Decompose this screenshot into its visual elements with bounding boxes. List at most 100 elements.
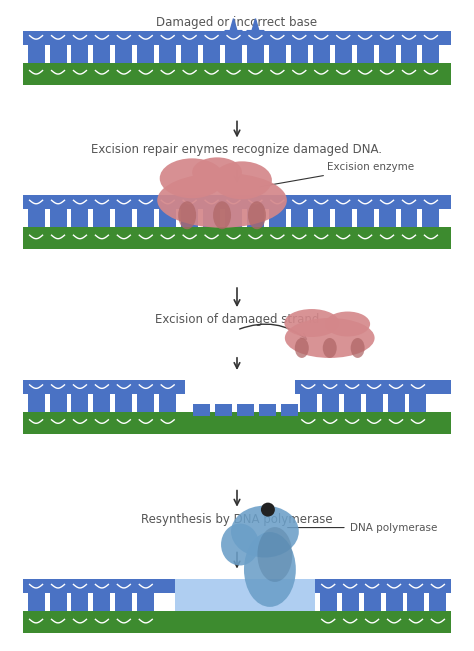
- Bar: [137, 394, 154, 412]
- Bar: [115, 594, 132, 611]
- Bar: [344, 394, 361, 412]
- Bar: [320, 594, 337, 611]
- Bar: [23, 412, 451, 434]
- Bar: [72, 394, 89, 412]
- Bar: [23, 195, 451, 209]
- Ellipse shape: [295, 338, 309, 358]
- Bar: [295, 412, 451, 434]
- Bar: [159, 394, 176, 412]
- Text: DNA polymerase: DNA polymerase: [288, 523, 437, 533]
- Bar: [137, 45, 154, 62]
- Bar: [159, 45, 176, 62]
- Ellipse shape: [351, 338, 365, 358]
- Bar: [50, 594, 66, 611]
- Text: Excision enzyme: Excision enzyme: [260, 162, 414, 187]
- Bar: [313, 45, 330, 62]
- Bar: [23, 611, 175, 633]
- Bar: [388, 394, 404, 412]
- Bar: [93, 594, 110, 611]
- Bar: [115, 394, 132, 412]
- Bar: [401, 209, 418, 227]
- Bar: [23, 227, 451, 249]
- Bar: [410, 394, 427, 412]
- Bar: [313, 209, 330, 227]
- Bar: [27, 594, 45, 611]
- Ellipse shape: [157, 173, 287, 228]
- Ellipse shape: [323, 338, 337, 358]
- Ellipse shape: [285, 318, 374, 358]
- Bar: [23, 579, 175, 594]
- Ellipse shape: [257, 527, 292, 582]
- Bar: [335, 45, 352, 62]
- Bar: [115, 45, 132, 62]
- Ellipse shape: [284, 309, 339, 337]
- Polygon shape: [247, 19, 264, 45]
- Bar: [23, 31, 451, 45]
- Bar: [365, 394, 383, 412]
- Bar: [27, 394, 45, 412]
- Bar: [225, 209, 242, 227]
- Bar: [315, 579, 451, 594]
- Text: Excision of damaged strand: Excision of damaged strand: [155, 313, 319, 326]
- Ellipse shape: [212, 161, 272, 199]
- Bar: [50, 209, 66, 227]
- Bar: [181, 209, 198, 227]
- Bar: [379, 209, 395, 227]
- Ellipse shape: [178, 201, 196, 229]
- Bar: [72, 594, 89, 611]
- Bar: [137, 594, 154, 611]
- Bar: [225, 45, 242, 62]
- Ellipse shape: [192, 158, 242, 187]
- Bar: [247, 45, 264, 62]
- Bar: [379, 45, 395, 62]
- Circle shape: [261, 503, 275, 517]
- Bar: [295, 380, 451, 394]
- Bar: [137, 209, 154, 227]
- Bar: [259, 404, 276, 416]
- Text: Damaged or incorrect base: Damaged or incorrect base: [156, 16, 318, 29]
- Bar: [27, 209, 45, 227]
- Bar: [300, 394, 317, 412]
- Bar: [23, 611, 451, 633]
- Bar: [50, 394, 66, 412]
- Ellipse shape: [221, 523, 259, 566]
- Bar: [50, 45, 66, 62]
- Bar: [281, 404, 298, 416]
- Bar: [422, 45, 439, 62]
- Bar: [72, 45, 89, 62]
- Bar: [385, 594, 402, 611]
- Ellipse shape: [160, 158, 225, 199]
- Bar: [27, 45, 45, 62]
- Bar: [175, 579, 315, 611]
- Bar: [422, 209, 439, 227]
- Ellipse shape: [213, 201, 231, 229]
- Bar: [193, 404, 210, 416]
- Bar: [356, 45, 374, 62]
- Bar: [237, 404, 254, 416]
- Bar: [269, 209, 286, 227]
- Bar: [93, 209, 110, 227]
- Bar: [23, 412, 185, 434]
- Bar: [23, 62, 451, 85]
- Bar: [93, 45, 110, 62]
- Ellipse shape: [244, 532, 296, 607]
- Polygon shape: [225, 19, 242, 45]
- Bar: [181, 45, 198, 62]
- Bar: [401, 45, 418, 62]
- Ellipse shape: [231, 506, 299, 557]
- Bar: [342, 594, 359, 611]
- Bar: [203, 45, 220, 62]
- Bar: [23, 380, 185, 394]
- Bar: [93, 394, 110, 412]
- Bar: [203, 209, 220, 227]
- Bar: [72, 209, 89, 227]
- Bar: [408, 594, 424, 611]
- Bar: [159, 209, 176, 227]
- Bar: [215, 404, 232, 416]
- Bar: [315, 611, 451, 633]
- Bar: [356, 209, 374, 227]
- Text: Excision repair enymes recognize damaged DNA.: Excision repair enymes recognize damaged…: [91, 143, 383, 156]
- Bar: [291, 45, 308, 62]
- Bar: [335, 209, 352, 227]
- Bar: [429, 594, 447, 611]
